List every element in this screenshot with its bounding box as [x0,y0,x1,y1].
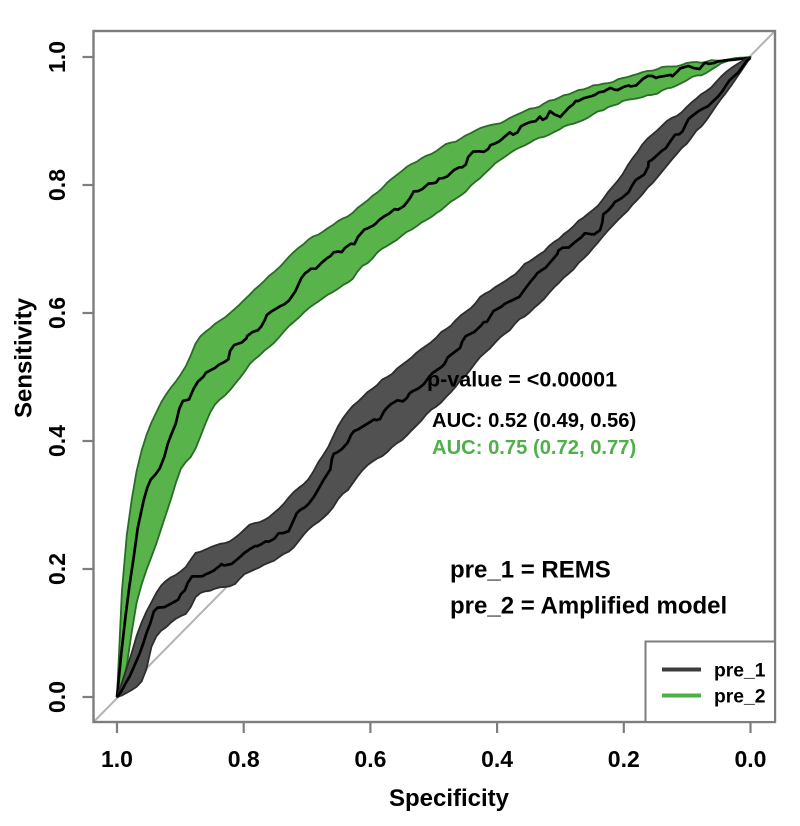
svg-text:p-value = <0.00001: p-value = <0.00001 [427,368,617,392]
svg-text:0.6: 0.6 [44,297,70,329]
svg-text:AUC: 0.75 (0.72, 0.77): AUC: 0.75 (0.72, 0.77) [432,437,636,459]
svg-text:0.0: 0.0 [44,681,70,713]
svg-text:pre_2 = Amplified model: pre_2 = Amplified model [450,593,727,620]
svg-text:0.4: 0.4 [481,746,513,772]
svg-text:Specificity: Specificity [389,785,510,812]
svg-text:0.8: 0.8 [44,169,70,201]
svg-text:0.4: 0.4 [44,425,70,457]
svg-text:0.8: 0.8 [228,746,260,772]
svg-text:1.0: 1.0 [101,746,133,772]
svg-text:0.0: 0.0 [735,746,767,772]
svg-text:0.6: 0.6 [354,746,386,772]
svg-text:1.0: 1.0 [44,41,70,73]
svg-text:pre_1: pre_1 [714,661,766,682]
svg-text:Sensitivity: Sensitivity [11,297,38,418]
svg-text:0.2: 0.2 [608,746,640,772]
svg-text:0.2: 0.2 [44,553,70,585]
svg-text:pre_2: pre_2 [714,687,765,708]
svg-text:AUC: 0.52 (0.49, 0.56): AUC: 0.52 (0.49, 0.56) [432,410,636,432]
svg-text:pre_1 = REMS: pre_1 = REMS [450,557,611,584]
